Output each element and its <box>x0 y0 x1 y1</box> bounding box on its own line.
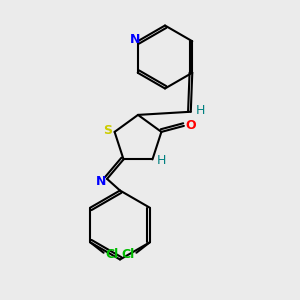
Text: Cl: Cl <box>105 248 119 261</box>
Text: H: H <box>196 104 205 117</box>
Text: N: N <box>96 175 106 188</box>
Text: H: H <box>157 154 166 167</box>
Text: O: O <box>185 119 196 132</box>
Text: N: N <box>130 33 140 46</box>
Text: S: S <box>103 124 112 137</box>
Text: Cl: Cl <box>122 248 135 261</box>
